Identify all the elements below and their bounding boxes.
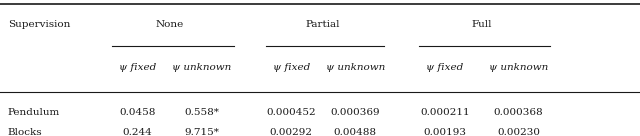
Text: ψ unknown: ψ unknown <box>326 64 385 72</box>
Text: ψ unknown: ψ unknown <box>489 64 548 72</box>
Text: 0.244: 0.244 <box>123 128 152 136</box>
Text: Blocks: Blocks <box>8 128 42 136</box>
Text: Partial: Partial <box>306 20 340 29</box>
Text: 0.000452: 0.000452 <box>266 108 316 117</box>
Text: ψ fixed: ψ fixed <box>426 64 463 72</box>
Text: 0.0458: 0.0458 <box>120 108 156 117</box>
Text: 0.000368: 0.000368 <box>493 108 543 117</box>
Text: Pendulum: Pendulum <box>8 108 60 117</box>
Text: ψ fixed: ψ fixed <box>119 64 156 72</box>
Text: 0.00292: 0.00292 <box>269 128 313 136</box>
Text: Full: Full <box>472 20 492 29</box>
Text: None: None <box>156 20 184 29</box>
Text: 0.00230: 0.00230 <box>497 128 540 136</box>
Text: 0.00488: 0.00488 <box>333 128 377 136</box>
Text: 0.00193: 0.00193 <box>423 128 467 136</box>
Text: 0.558*: 0.558* <box>184 108 219 117</box>
Text: Supervision: Supervision <box>8 20 70 29</box>
Text: ψ unknown: ψ unknown <box>172 64 231 72</box>
Text: 0.000211: 0.000211 <box>420 108 470 117</box>
Text: ψ fixed: ψ fixed <box>273 64 310 72</box>
Text: 0.000369: 0.000369 <box>330 108 380 117</box>
Text: 9.715*: 9.715* <box>184 128 219 136</box>
